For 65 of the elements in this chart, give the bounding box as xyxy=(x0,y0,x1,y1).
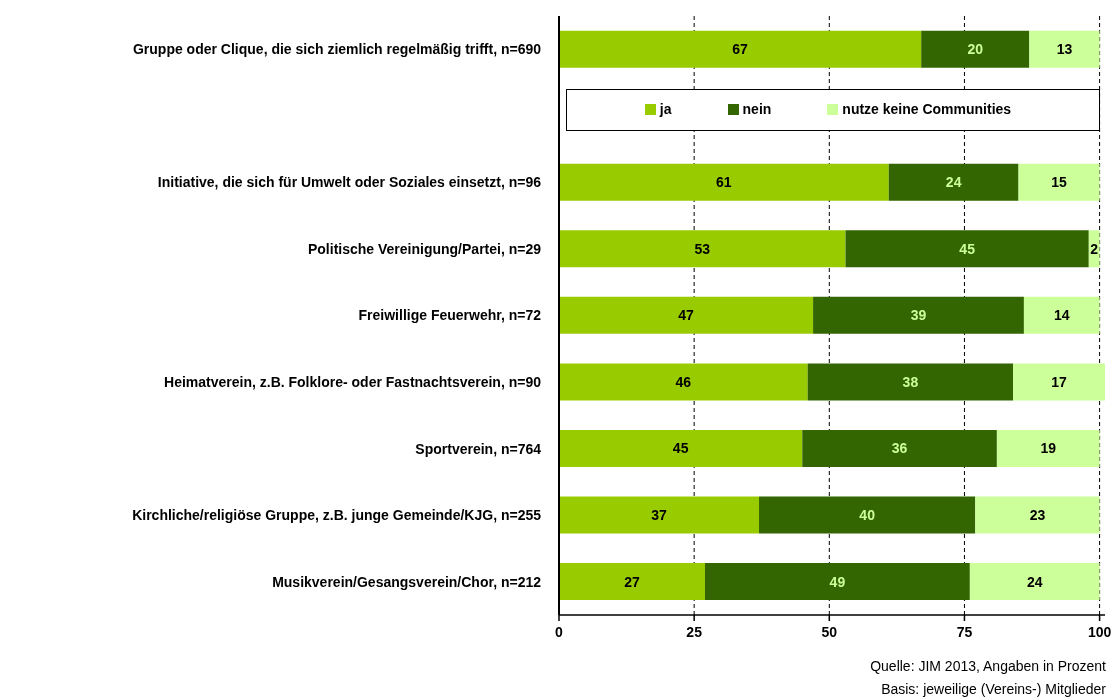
source-note: Quelle: JIM 2013, Angaben in Prozent xyxy=(869,657,1106,676)
x-tick-label: 25 xyxy=(686,623,703,640)
data-label: 2 xyxy=(1090,240,1099,257)
data-label: 45 xyxy=(959,240,976,257)
x-tick-label: 0 xyxy=(555,623,564,640)
legend-label: ja xyxy=(659,101,673,117)
y-tick-label: Initiative, die sich für Umwelt oder Soziales einsetzt, n=96 xyxy=(157,174,542,191)
data-label: 40 xyxy=(859,507,876,523)
data-label: 67 xyxy=(732,41,749,58)
bar xyxy=(704,563,970,601)
bar xyxy=(1029,30,1100,68)
data-label: 19 xyxy=(1040,440,1057,457)
bar xyxy=(975,496,1100,534)
bar xyxy=(559,429,803,467)
data-label: 24 xyxy=(945,174,962,191)
data-label: 46 xyxy=(675,373,692,390)
bar xyxy=(1023,296,1100,334)
bar xyxy=(996,429,1100,467)
bar xyxy=(802,429,997,467)
bar xyxy=(559,563,705,601)
bar xyxy=(559,296,814,334)
bar xyxy=(921,30,1030,68)
bar xyxy=(845,230,1089,268)
y-tick-label: Gruppe oder Clique, die sich ziemlich regelmäßig trifft, n=690 xyxy=(132,41,542,58)
bar xyxy=(888,163,1019,201)
data-label: 37 xyxy=(651,507,668,523)
bar xyxy=(759,496,976,534)
bar xyxy=(807,363,1014,401)
legend-label: nein xyxy=(742,101,773,117)
x-tick-label: 75 xyxy=(956,623,973,640)
bar xyxy=(1018,163,1100,201)
y-tick-label: Heimatverein, z.B. Folklore- oder Fastnachtsverein, n=90 xyxy=(164,373,542,390)
data-label: 13 xyxy=(1056,41,1073,58)
data-label: 36 xyxy=(891,440,908,457)
y-tick-label: Kirchliche/religiöse Gruppe, z.B. junge Gemeinde/KJG, n=255 xyxy=(132,507,542,524)
data-label: 47 xyxy=(678,307,695,324)
x-tick-label: 100 xyxy=(1087,623,1112,640)
bar xyxy=(559,496,760,534)
bar xyxy=(1013,363,1105,401)
bar xyxy=(559,30,922,68)
bar xyxy=(813,296,1024,334)
data-label: 45 xyxy=(672,440,689,457)
y-tick-label: Freiwillige Feuerwehr, n=72 xyxy=(358,307,542,324)
bar xyxy=(559,163,889,201)
y-tick-label: Sportverein, n=764 xyxy=(415,440,542,457)
legend-label: nutze keine Communities xyxy=(842,101,1012,117)
data-label: 49 xyxy=(829,573,846,590)
y-tick-label: Politische Vereinigung/Partei, n=29 xyxy=(307,240,542,257)
text: Basis: jeweilige (Vereins-) Mitglieder xyxy=(880,680,1106,699)
data-label: 39 xyxy=(910,307,927,324)
data-label: 20 xyxy=(967,41,984,58)
data-label: 53 xyxy=(694,240,711,257)
y-tick-label: Musikverein/Gesangsverein/Chor, n=212 xyxy=(272,573,542,590)
data-label: 24 xyxy=(1026,573,1043,590)
x-tick-label: 50 xyxy=(821,623,838,640)
bar xyxy=(559,230,846,268)
bar xyxy=(969,563,1100,601)
data-label: 23 xyxy=(1029,507,1046,523)
data-label: 27 xyxy=(624,573,640,590)
bar xyxy=(559,363,808,401)
data-label: 61 xyxy=(716,174,732,191)
data-label: 14 xyxy=(1053,307,1070,324)
data-label: 17 xyxy=(1051,373,1068,390)
data-label: 38 xyxy=(902,373,919,390)
data-label: 15 xyxy=(1051,174,1068,191)
